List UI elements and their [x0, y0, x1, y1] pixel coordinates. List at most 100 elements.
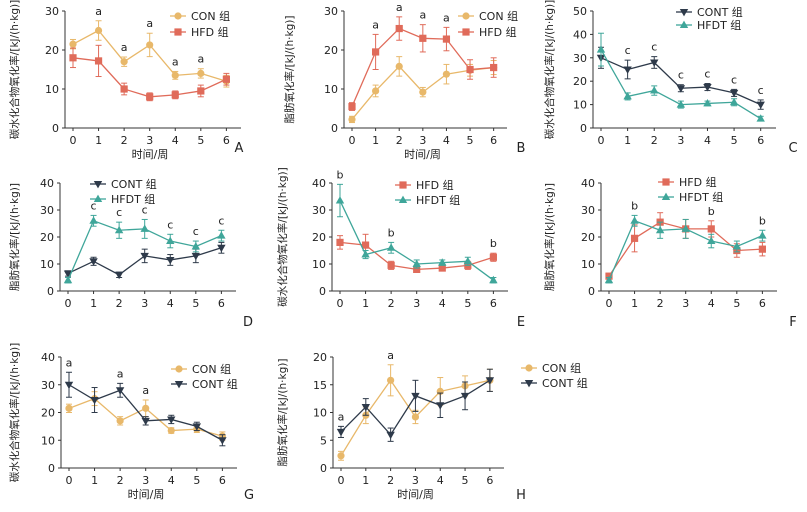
legend-label: CON 组: [191, 9, 230, 23]
data-point: [166, 256, 175, 265]
significance-label: b: [337, 168, 344, 181]
series-2: [348, 16, 498, 111]
x-tick-label: 0: [337, 297, 344, 310]
legend-label: HFDT 组: [111, 192, 155, 206]
data-point: [655, 225, 665, 234]
data-point: [758, 245, 766, 253]
data-point: [630, 234, 639, 242]
legend-entry: CON 组: [170, 9, 230, 23]
data-point: [140, 224, 149, 232]
legend-label: HFD 组: [416, 178, 454, 192]
legend-label: CONT 组: [192, 377, 238, 391]
data-point: [387, 261, 395, 269]
data-point: [191, 242, 201, 250]
legend-entry: CON 组: [521, 361, 581, 375]
data-point: [335, 196, 345, 204]
legend-entry: HFDT 组: [90, 192, 155, 206]
data-point: [442, 70, 451, 78]
series-1: [348, 56, 498, 124]
data-point: [681, 224, 690, 232]
legend-label: CONT 组: [111, 177, 157, 191]
x-tick-label: 6: [757, 134, 764, 147]
data-point: [217, 231, 226, 239]
data-point: [146, 93, 154, 101]
legend-label: CON 组: [479, 9, 518, 23]
y-tick-label: 30: [45, 5, 59, 18]
data-point: [460, 392, 470, 401]
y-tick-label: 40: [41, 351, 55, 364]
data-point: [114, 225, 124, 234]
legend-entry: CONT 组: [90, 177, 157, 191]
y-tick-label: 20: [41, 407, 55, 420]
panel-label: G: [244, 488, 254, 503]
data-point: [442, 35, 451, 43]
y-tick-label: 15: [313, 379, 327, 392]
data-point: [222, 75, 230, 83]
data-point: [94, 57, 103, 65]
legend-marker: [524, 380, 534, 388]
y-tick-label: 30: [40, 204, 54, 217]
data-point: [411, 392, 420, 401]
x-tick-label: 4: [443, 134, 450, 147]
data-point: [596, 45, 606, 53]
x-tick-label: 2: [117, 474, 124, 487]
x-axis-label: 时间/周: [128, 488, 165, 501]
data-point: [372, 87, 380, 95]
legend-marker: [174, 12, 182, 20]
x-tick-label: 4: [708, 297, 715, 310]
panel-label: H: [516, 488, 526, 503]
data-point: [729, 89, 739, 98]
legend-label: HFD 组: [679, 175, 717, 189]
significance-label: a: [142, 384, 149, 397]
data-point: [94, 26, 103, 35]
panel-c: 0 10 20 30 40 50 0 1 2 3 4 5 6 碳水化合物氧化率/[kJ/(h·kg)] CO…: [543, 0, 798, 156]
legend-entry: HFD 组: [395, 178, 454, 192]
data-point: [63, 275, 73, 284]
data-point: [386, 243, 396, 251]
x-tick-label: 6: [490, 134, 497, 147]
data-point: [707, 225, 715, 233]
significance-label: b: [759, 214, 766, 227]
significance-label: c: [91, 199, 97, 212]
legend-entry: HFDT 组: [395, 193, 460, 207]
significance-label: a: [146, 17, 153, 30]
data-point: [114, 271, 124, 280]
data-point: [120, 85, 128, 93]
legend-marker: [662, 178, 670, 186]
data-point: [89, 216, 98, 224]
data-point: [361, 241, 370, 249]
data-point: [115, 387, 125, 395]
x-tick-label: 5: [731, 134, 738, 147]
data-point: [485, 377, 495, 385]
data-point: [146, 41, 154, 49]
x-tick-label: 3: [413, 297, 420, 310]
data-point: [650, 59, 659, 67]
panel-d: 0 10 20 30 40 0 1 2 3 4 5 6 脂肪氧化率/[kJ/(h·kg)] CONT 组H…: [8, 177, 253, 330]
x-tick-label: 6: [486, 474, 493, 487]
x-tick-label: 4: [172, 134, 179, 147]
x-tick-label: 4: [167, 297, 174, 310]
panel-label: A: [235, 141, 244, 156]
data-point: [490, 63, 498, 72]
x-tick-label: 5: [192, 297, 199, 310]
x-tick-label: 0: [349, 134, 356, 147]
x-tick-label: 1: [90, 297, 97, 310]
legend-marker: [175, 365, 183, 373]
panel-label: B: [517, 141, 526, 156]
x-tick-label: 2: [121, 134, 128, 147]
y-tick-label: 0: [47, 285, 54, 298]
x-axis-label: 时间/周: [397, 488, 434, 501]
x-axis-label: 时间/周: [132, 148, 169, 161]
y-tick-label: 30: [324, 5, 338, 18]
x-tick-label: 1: [624, 134, 631, 147]
legend-label: CON 组: [192, 362, 231, 376]
x-tick-label: 1: [631, 297, 638, 310]
legend-marker: [679, 9, 689, 17]
y-tick-label: 0: [48, 462, 55, 475]
y-tick-label: 0: [588, 285, 595, 298]
panel-g: 0 10 20 30 40 0 1 2 3 4 5 6 时间/周 碳水化合物氧化率/[kJ/(h·kg)]…: [8, 343, 254, 503]
panel-a: 0 10 20 30 0 1 2 3 4 5 6 时间/周 碳水化合物氧化率/[kJ/(h·kg)] CO…: [8, 0, 244, 161]
data-point: [120, 58, 128, 66]
data-point: [386, 431, 395, 440]
data-point: [140, 252, 149, 261]
